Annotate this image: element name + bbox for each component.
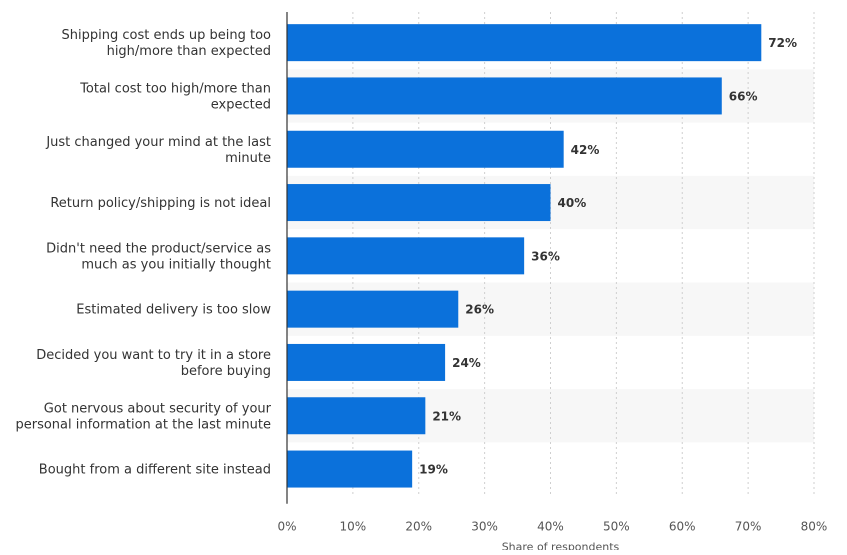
bars [287,24,762,488]
value-label: 72% [768,36,797,50]
value-label: 24% [452,356,481,370]
bar[interactable] [287,24,762,62]
bar[interactable] [287,130,564,168]
bar[interactable] [287,397,426,435]
category-label: Total cost too high/more than expected [79,81,271,112]
x-axis-title: Share of respondents [502,541,620,550]
value-labels: 72% 66% 42% 40% 36% 26% 24% 21% 19% [419,36,797,476]
category-label: Estimated delivery is too slow [76,303,271,318]
x-tick-label: 30% [471,520,498,534]
x-tick-label: 60% [669,520,696,534]
bar[interactable] [287,450,413,488]
x-tick-label: 80% [801,520,828,534]
x-tick-label: 40% [537,520,564,534]
category-label: Return policy/shipping is not ideal [50,196,271,211]
x-tick-labels: 0% 10% 20% 30% 40% 50% 60% 70% 80% [277,520,827,534]
x-tick-label: 20% [405,520,432,534]
x-tick-label: 50% [603,520,630,534]
category-label: Didn't need the product/service as much a… [46,241,271,272]
category-label: Just changed your mind at the last minute [45,135,271,166]
category-labels: Shipping cost ends up being too high/more… [15,28,271,477]
category-label: Decided you want to try it in a store bef… [36,348,271,379]
value-label: 21% [432,409,461,423]
x-tick-label: 0% [277,520,296,534]
x-tick-label: 10% [340,520,367,534]
value-label: 42% [571,143,600,157]
category-label: Got nervous about security of your person… [15,401,271,432]
bar[interactable] [287,184,551,222]
value-label: 40% [558,196,587,210]
bar[interactable] [287,237,525,275]
bar[interactable] [287,343,446,381]
category-label: Shipping cost ends up being too high/more… [62,28,272,59]
value-label: 19% [419,463,448,477]
value-label: 26% [465,303,494,317]
x-tick-label: 70% [735,520,762,534]
bar[interactable] [287,77,722,115]
value-label: 66% [729,89,758,103]
bar[interactable] [287,290,459,328]
category-label: Bought from a different site instead [39,463,271,478]
value-label: 36% [531,249,560,263]
